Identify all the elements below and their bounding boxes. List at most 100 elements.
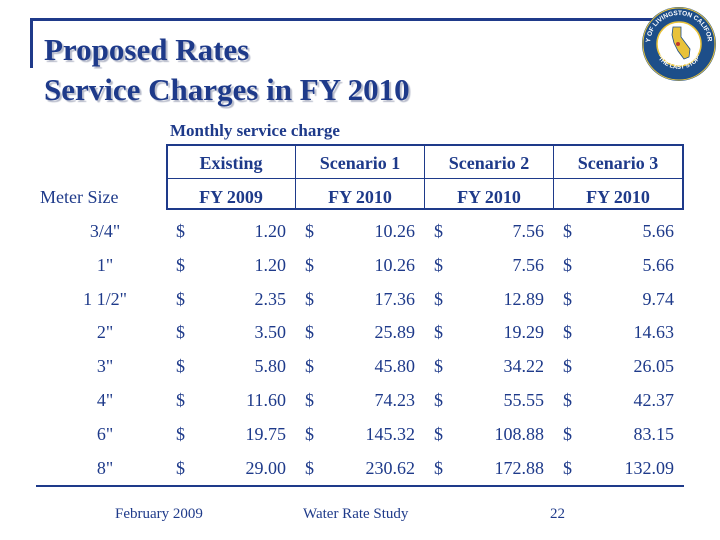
rate-value-cell: 5.80 <box>254 356 287 377</box>
currency-symbol: $ <box>434 322 443 343</box>
header-column-divider <box>553 144 554 210</box>
meter-size-cell: 2" <box>96 322 114 343</box>
table-row: 8" $29.00 $230.62 $172.88 $132.09 <box>0 451 720 485</box>
rate-value-cell: 17.36 <box>374 288 416 309</box>
currency-symbol: $ <box>176 457 185 478</box>
currency-symbol: $ <box>563 423 572 444</box>
currency-symbol: $ <box>176 322 185 343</box>
currency-symbol: $ <box>305 322 314 343</box>
currency-symbol: $ <box>305 457 314 478</box>
header-scenario-2: Scenario 2 <box>448 153 530 173</box>
header-scenario-1: Scenario 1 <box>319 153 401 173</box>
rate-value-cell: 34.22 <box>503 356 545 377</box>
table-row: 2" $3.50 $25.89 $19.29 $14.63 <box>0 315 720 349</box>
rate-value-cell: 1.20 <box>254 221 287 241</box>
rate-value-cell: 45.80 <box>374 356 416 377</box>
currency-symbol: $ <box>563 356 572 377</box>
rate-value-cell: 11.60 <box>246 390 286 410</box>
rate-value-cell: 12.89 <box>503 288 545 309</box>
rate-value-cell: 7.56 <box>512 254 545 275</box>
rate-value-cell: 145.32 <box>365 423 416 444</box>
currency-symbol: $ <box>305 356 314 377</box>
currency-symbol: $ <box>176 390 185 410</box>
currency-symbol: $ <box>563 254 572 275</box>
rate-value-cell: 55.55 <box>503 390 545 410</box>
city-seal-logo: CITY OF LIVINGSTON CALIFORNIA "THE LAST … <box>640 5 716 81</box>
footer-page-number: 22 <box>550 506 565 522</box>
rate-value-cell: 19.29 <box>503 322 545 343</box>
header-year-scenario-2: FY 2010 <box>457 187 521 207</box>
currency-symbol: $ <box>176 288 185 309</box>
rate-value-cell: 7.56 <box>512 221 545 241</box>
currency-symbol: $ <box>563 457 572 478</box>
header-year-scenario-3: FY 2010 <box>586 187 650 207</box>
rate-value-cell: 5.66 <box>642 254 675 275</box>
rate-value-cell: 108.88 <box>494 423 545 444</box>
title-line-1: Proposed Rates <box>44 32 250 67</box>
table-row: 1 1/2" $2.35 $17.36 $12.89 $9.74 <box>0 282 720 316</box>
table-row: 3/4" $1.20 $10.26 $7.56 $5.66 <box>0 214 720 248</box>
footer-rule <box>36 485 684 487</box>
header-scenario-3: Scenario 3 <box>577 153 659 173</box>
currency-symbol: $ <box>305 221 314 241</box>
header-border <box>166 144 684 210</box>
rate-value-cell: 2.35 <box>254 288 287 309</box>
currency-symbol: $ <box>434 221 443 241</box>
currency-symbol: $ <box>434 356 443 377</box>
currency-symbol: $ <box>305 390 314 410</box>
rate-value-cell: 3.50 <box>254 322 287 343</box>
currency-symbol: $ <box>176 221 185 241</box>
currency-symbol: $ <box>563 288 572 309</box>
header-year-scenario-1: FY 2010 <box>328 187 392 207</box>
rate-value-cell: 10.26 <box>374 221 416 241</box>
rate-value-cell: 10.26 <box>374 254 416 275</box>
currency-symbol: $ <box>305 423 314 444</box>
rate-value-cell: 83.15 <box>633 423 675 444</box>
meter-size-label: Meter Size <box>40 187 119 207</box>
header-divider <box>166 178 684 179</box>
currency-symbol: $ <box>563 221 572 241</box>
monthly-service-charge-label: Monthly service charge <box>170 121 340 140</box>
rate-value-cell: 25.89 <box>374 322 416 343</box>
title-rule-left <box>30 18 33 68</box>
rate-value-cell: 26.05 <box>633 356 675 377</box>
meter-size-cell: 1 1/2" <box>83 288 127 309</box>
header-column-divider <box>295 144 296 210</box>
currency-symbol: $ <box>563 390 572 410</box>
meter-size-cell: 8" <box>96 457 114 478</box>
table-row: 3" $5.80 $45.80 $34.22 $26.05 <box>0 349 720 383</box>
currency-symbol: $ <box>176 254 185 275</box>
currency-symbol: $ <box>176 423 185 444</box>
title-rule-top <box>30 18 680 21</box>
meter-size-cell: 3/4" <box>89 221 121 241</box>
rate-value-cell: 74.23 <box>374 390 416 410</box>
meter-size-cell: 3" <box>96 356 114 377</box>
header-year-existing: FY 2009 <box>199 187 263 207</box>
rate-value-cell: 1.20 <box>254 254 287 275</box>
meter-size-cell: 1" <box>96 254 114 275</box>
currency-symbol: $ <box>305 288 314 309</box>
slide-title: Proposed Rates Service Charges in FY 201… <box>44 30 410 110</box>
currency-symbol: $ <box>305 254 314 275</box>
footer-study-name: Water Rate Study <box>303 506 409 522</box>
table-row: 6" $19.75 $145.32 $108.88 $83.15 <box>0 417 720 451</box>
table-row: 1" $1.20 $10.26 $7.56 $5.66 <box>0 248 720 282</box>
footer-date: February 2009 <box>115 506 203 522</box>
table-row: 4" $11.60 $74.23 $55.55 $42.37 <box>0 383 720 417</box>
rate-value-cell: 14.63 <box>633 322 675 343</box>
currency-symbol: $ <box>434 457 443 478</box>
rate-value-cell: 19.75 <box>245 423 287 444</box>
currency-symbol: $ <box>434 423 443 444</box>
rate-value-cell: 29.00 <box>245 457 287 478</box>
meter-size-cell: 4" <box>96 390 114 410</box>
rate-value-cell: 42.37 <box>633 390 675 410</box>
header-column-divider <box>424 144 425 210</box>
rate-value-cell: 9.74 <box>642 288 675 309</box>
rate-value-cell: 230.62 <box>365 457 416 478</box>
rate-value-cell: 132.09 <box>624 457 675 478</box>
currency-symbol: $ <box>434 390 443 410</box>
currency-symbol: $ <box>176 356 185 377</box>
currency-symbol: $ <box>434 254 443 275</box>
currency-symbol: $ <box>563 322 572 343</box>
title-line-2: Service Charges in FY 2010 <box>44 72 410 107</box>
